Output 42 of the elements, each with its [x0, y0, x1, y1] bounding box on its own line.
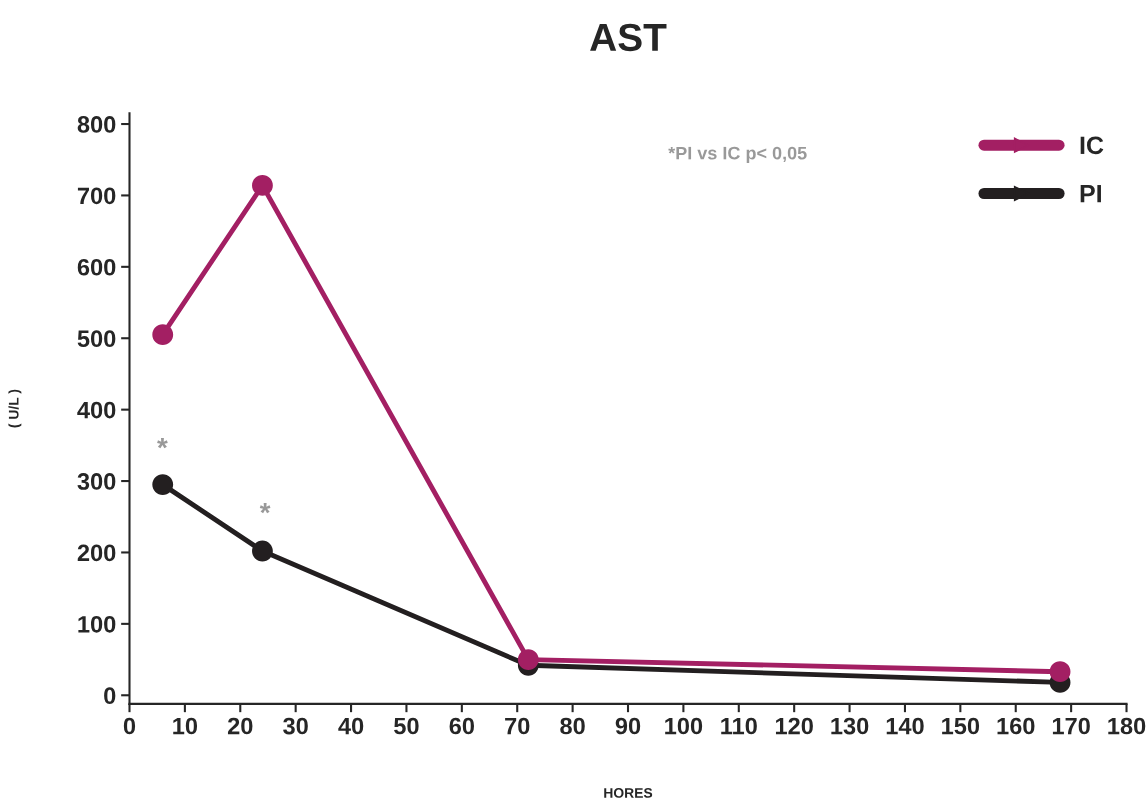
- annotation: *PI vs IC p< 0,05: [668, 146, 807, 164]
- y-tick-label: 300: [77, 473, 116, 490]
- x-axis-title: HORES: [604, 788, 653, 798]
- x-tick-label: 30: [283, 717, 308, 735]
- point: [252, 175, 273, 196]
- y-tick-label: 0: [104, 687, 116, 705]
- point: [1049, 661, 1071, 683]
- y-tick-label: 100: [78, 615, 116, 633]
- x-tick-label: 80: [560, 717, 585, 735]
- x-tick-label: 90: [615, 717, 641, 735]
- legend-label: PI: [1080, 185, 1101, 203]
- point: [252, 540, 273, 562]
- y-tick-label: 800: [77, 116, 116, 133]
- x-tick-label: 50: [394, 717, 419, 735]
- y-tick-label: 600: [77, 258, 116, 276]
- y-tick-label: 500: [77, 330, 116, 348]
- x-tick-label: 160: [997, 717, 1035, 735]
- y-tick-label: 700: [77, 187, 116, 205]
- x-tick-label: 130: [831, 717, 869, 735]
- x-tick-label: 0: [123, 717, 136, 735]
- annotation: *: [157, 437, 168, 449]
- x-tick-label: 120: [775, 717, 813, 735]
- x-tick-label: 110: [721, 717, 757, 735]
- x-tick-label: 100: [665, 717, 703, 735]
- x-tick-label: 70: [505, 717, 530, 735]
- x-tick-label: 140: [886, 717, 924, 735]
- y-tick-label: 200: [77, 544, 116, 562]
- annotation: *: [259, 502, 271, 514]
- y-tick-label: 400: [77, 401, 116, 419]
- legend-label: IC: [1080, 136, 1104, 155]
- x-tick-label: 180: [1108, 717, 1146, 735]
- x-tick-label: 40: [338, 717, 364, 735]
- chart-title: AST: [590, 23, 667, 52]
- point: [152, 324, 174, 346]
- point: [517, 649, 539, 670]
- x-tick-label: 150: [942, 717, 980, 735]
- y-axis-title: ( U/L ): [8, 389, 22, 428]
- point: [152, 474, 174, 496]
- x-tick-label: 20: [227, 717, 253, 735]
- x-tick-label: 60: [449, 717, 474, 735]
- x-tick-label: 10: [173, 717, 198, 735]
- x-tick-label: 170: [1052, 717, 1090, 735]
